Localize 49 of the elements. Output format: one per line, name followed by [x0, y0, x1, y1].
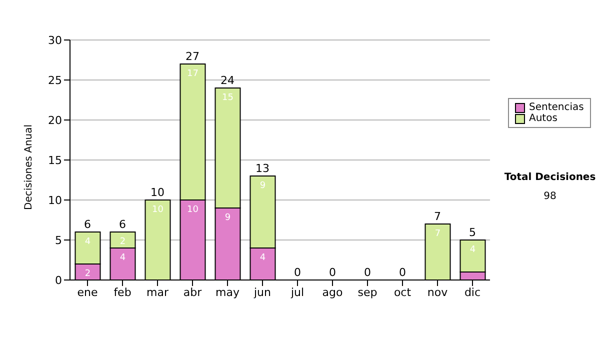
x-tick-label: ago [322, 286, 343, 299]
y-tick-label: 0 [55, 274, 62, 287]
y-tick-label: 15 [48, 154, 62, 167]
total-label: 27 [186, 50, 200, 63]
total-label: 5 [469, 226, 476, 239]
x-tick-label: mar [146, 286, 169, 299]
total-label: 0 [399, 266, 406, 279]
x-tick-label: jun [253, 286, 272, 299]
y-tick-label: 20 [48, 114, 62, 127]
data-label: 9 [260, 181, 266, 191]
x-tick-label: nov [427, 286, 448, 299]
data-label: 4 [470, 245, 476, 255]
text: 98 [542, 191, 558, 202]
y-tick-label: 10 [48, 194, 62, 207]
total-label: 24 [220, 74, 234, 87]
total-label: 6 [84, 218, 91, 231]
data-label: 4 [260, 253, 266, 263]
data-label: 2 [84, 269, 91, 279]
data-label: 4 [84, 237, 91, 247]
data-label: 10 [187, 205, 199, 215]
y-tick-label: 25 [48, 74, 62, 87]
x-tick-label: feb [114, 286, 132, 299]
legend-label: Sentencias [529, 102, 584, 113]
y-tick-label: 30 [48, 34, 62, 47]
y-tick-label: 5 [55, 234, 62, 247]
x-tick-label: oct [394, 286, 412, 299]
total-label: 0 [294, 266, 301, 279]
data-label: 2 [120, 237, 126, 247]
x-tick-label: jul [290, 286, 304, 299]
data-label: 10 [152, 205, 164, 215]
total-label: 0 [364, 266, 371, 279]
total-label: 0 [329, 266, 336, 279]
data-label: 7 [434, 229, 441, 239]
data-label: 9 [224, 213, 231, 223]
data-label: 4 [120, 253, 126, 263]
text: Total Decisiones [503, 172, 597, 183]
data-label: 17 [187, 69, 198, 79]
x-tick-label: ene [77, 286, 98, 299]
x-tick-label: sep [358, 286, 378, 299]
data-label: 15 [222, 93, 234, 103]
total-label: 10 [150, 186, 164, 199]
x-tick-label: abr [183, 286, 202, 299]
x-tick-label: dic [464, 286, 481, 299]
x-tick-label: may [216, 286, 240, 299]
y-axis-title: Decisiones Anual [24, 124, 35, 210]
total-label: 6 [119, 218, 126, 231]
legend-label: Autos [529, 113, 558, 124]
total-label: 7 [434, 210, 441, 223]
total-label: 13 [256, 162, 270, 175]
